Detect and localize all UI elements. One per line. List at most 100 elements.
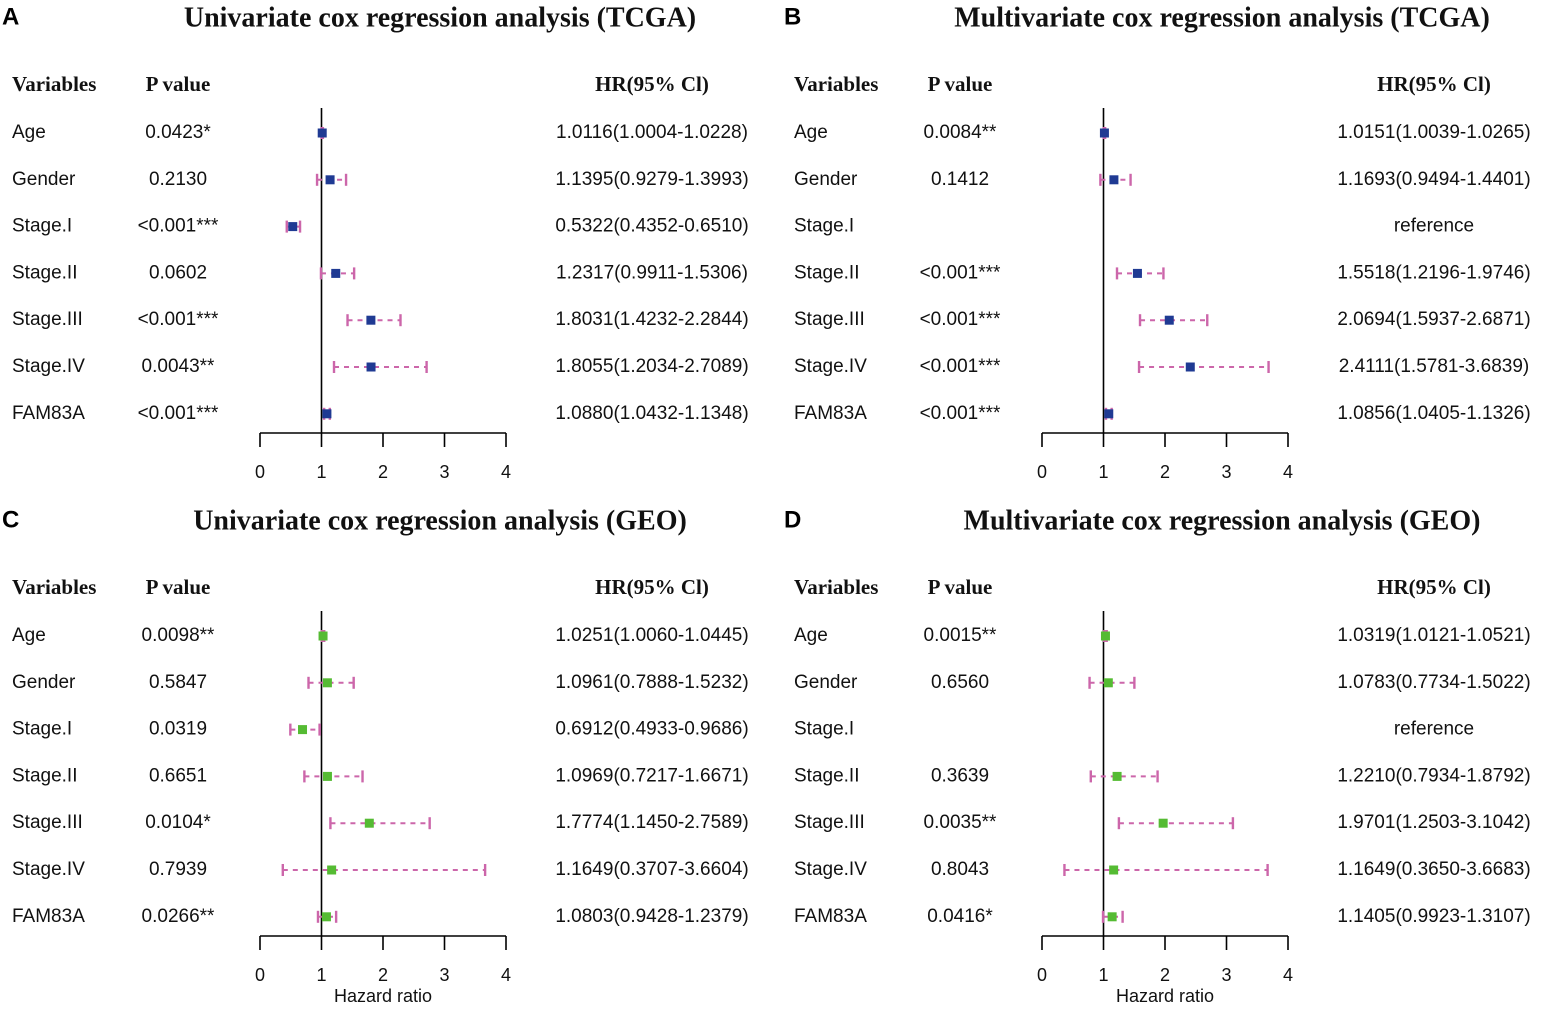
row-p-value: <0.001*** [138, 216, 219, 237]
panel-label: D [784, 506, 801, 533]
hr-point [1109, 865, 1119, 875]
forest-panel-a: A Univariate cox regression analysis (TCG… [0, 0, 772, 504]
hr-point [322, 409, 332, 419]
row-hr-text: reference [1394, 719, 1474, 740]
row-variable: Age [12, 122, 46, 143]
x-tick-label: 1 [1098, 462, 1108, 482]
row-p-value: 0.5847 [149, 672, 207, 693]
x-tick-label: 1 [1098, 965, 1108, 985]
row-p-value: <0.001*** [138, 403, 219, 424]
row-hr-text: 1.0783(0.7734-1.5022) [1337, 672, 1530, 693]
chart-title: Univariate cox regression analysis (TCGA… [184, 2, 696, 33]
row-hr-text: 0.6912(0.4933-0.9686) [555, 719, 748, 740]
row-p-value: 0.8043 [931, 859, 989, 880]
hr-point [1112, 771, 1122, 781]
row-hr-text: 0.5322(0.4352-0.6510) [555, 216, 748, 237]
row-hr-text: 1.0880(1.0432-1.1348) [555, 403, 748, 424]
row-hr-text: 1.0151(1.0039-1.0265) [1337, 122, 1530, 143]
row-p-value: 0.0084** [924, 122, 998, 143]
row-hr-text: 1.5518(1.2196-1.9746) [1337, 262, 1530, 283]
row-variable: Stage.IV [12, 859, 85, 880]
row-p-value: <0.001*** [920, 309, 1001, 330]
hr-point [1164, 315, 1174, 325]
row-variable: Gender [794, 672, 858, 693]
row-variable: Stage.II [12, 262, 78, 283]
x-tick-label: 0 [255, 965, 265, 985]
row-hr-text: 1.8031(1.4232-2.2844) [555, 309, 748, 330]
row-variable: Stage.I [794, 719, 854, 740]
x-tick-label: 0 [1037, 462, 1047, 482]
hr-point [366, 362, 376, 372]
row-variable: Gender [12, 169, 76, 190]
row-p-value: 0.1412 [931, 169, 989, 190]
forest-plot-svg: D Multivariate cox regression analysis (G… [784, 505, 1531, 1005]
x-tick-label: 4 [1283, 462, 1293, 482]
row-hr-text: 2.0694(1.5937-2.6871) [1337, 309, 1530, 330]
panel-label: B [784, 3, 801, 30]
row-p-value: 0.0319 [149, 719, 207, 740]
hr-point [1099, 128, 1109, 138]
row-variable: Stage.IV [794, 859, 867, 880]
row-p-value: 0.0602 [149, 262, 207, 283]
forest-plot-svg: A Univariate cox regression analysis (TCG… [2, 2, 749, 482]
row-p-value: 0.6560 [931, 672, 989, 693]
hr-point [1103, 678, 1113, 688]
x-axis-label: Hazard ratio [334, 986, 432, 1006]
row-hr-text: 1.0251(1.0060-1.0445) [555, 625, 748, 646]
row-p-value: 0.7939 [149, 859, 207, 880]
x-tick-label: 2 [378, 965, 388, 985]
x-tick-label: 1 [316, 965, 326, 985]
panel-label: C [2, 506, 19, 533]
hr-point [1107, 912, 1117, 922]
header-variables: Variables [794, 72, 878, 96]
header-p-value: P value [146, 72, 211, 96]
hr-point [1104, 409, 1114, 419]
row-p-value: <0.001*** [920, 403, 1001, 424]
row-hr-text: 1.0969(0.7217-1.6671) [555, 765, 748, 786]
row-p-value: <0.001*** [138, 309, 219, 330]
row-variable: Gender [794, 169, 858, 190]
header-variables: Variables [12, 575, 96, 599]
row-variable: Age [794, 122, 828, 143]
row-hr-text: 1.0319(1.0121-1.0521) [1337, 625, 1530, 646]
row-p-value: 0.0423* [145, 122, 211, 143]
hr-point [321, 912, 331, 922]
row-hr-text: 1.1693(0.9494-1.4401) [1337, 169, 1530, 190]
header-p-value: P value [928, 72, 993, 96]
x-tick-label: 0 [255, 462, 265, 482]
x-tick-label: 3 [439, 462, 449, 482]
row-p-value: <0.001*** [920, 356, 1001, 377]
row-hr-text: 1.8055(1.2034-2.7089) [555, 356, 748, 377]
x-tick-label: 3 [439, 965, 449, 985]
header-p-value: P value [146, 575, 211, 599]
x-tick-label: 3 [1221, 462, 1231, 482]
row-p-value: <0.001*** [920, 262, 1001, 283]
row-variable: Gender [12, 672, 76, 693]
row-variable: Stage.I [12, 216, 72, 237]
row-variable: Stage.III [794, 812, 865, 833]
panel-label: A [2, 3, 19, 30]
row-p-value: 0.0266** [142, 906, 216, 927]
row-variable: Stage.II [794, 765, 860, 786]
forest-plot-svg: C Univariate cox regression analysis (GEO… [2, 505, 749, 1006]
row-p-value: 0.3639 [931, 765, 989, 786]
row-variable: FAM83A [12, 403, 85, 424]
row-variable: Stage.I [12, 719, 72, 740]
row-p-value: 0.6651 [149, 765, 207, 786]
hr-point [325, 175, 335, 185]
row-p-value: 0.0043** [142, 356, 216, 377]
row-hr-text: 1.9701(1.2503-3.1042) [1337, 812, 1530, 833]
x-tick-label: 4 [1283, 965, 1293, 985]
hr-point [317, 128, 327, 138]
row-variable: Age [12, 625, 46, 646]
hr-point [327, 865, 337, 875]
x-tick-label: 4 [501, 462, 511, 482]
chart-title: Multivariate cox regression analysis (GE… [964, 505, 1481, 536]
row-variable: Stage.III [12, 309, 83, 330]
row-p-value: 0.0104* [145, 812, 211, 833]
x-tick-label: 1 [316, 462, 326, 482]
x-tick-label: 2 [378, 462, 388, 482]
row-variable: Stage.IV [12, 356, 85, 377]
header-variables: Variables [12, 72, 96, 96]
row-variable: Age [794, 625, 828, 646]
